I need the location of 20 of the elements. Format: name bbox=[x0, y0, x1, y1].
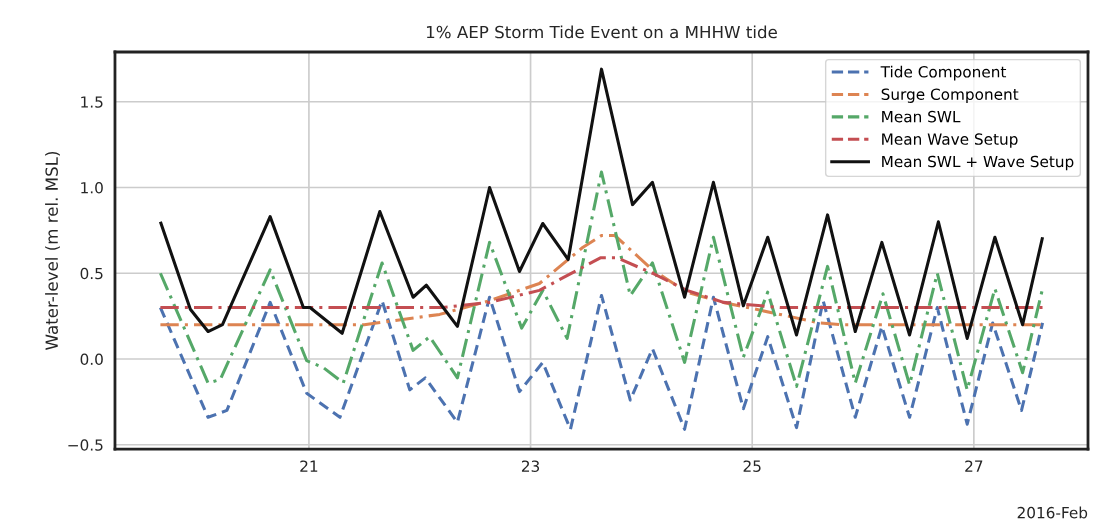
line-series bbox=[158, 170, 1045, 392]
x-tick-label: 25 bbox=[743, 460, 761, 472]
y-tick-label: 1.5 bbox=[81, 96, 103, 108]
legend-label: Tide Component bbox=[880, 65, 1007, 81]
x-tick-label: 21 bbox=[300, 460, 318, 472]
x-tick-label: 23 bbox=[521, 460, 540, 472]
y-tick-label: 1.0 bbox=[81, 181, 103, 194]
y-tick-label: −0.5 bbox=[68, 439, 103, 451]
text: 2016-Feb bbox=[1017, 506, 1088, 519]
line-series bbox=[158, 256, 1045, 310]
legend-label: Mean Wave Setup bbox=[882, 133, 1018, 148]
y-tick-label: 0.5 bbox=[80, 267, 103, 280]
x-tick-label: 27 bbox=[965, 460, 983, 472]
legend-label: Mean SWL + Wave Setup bbox=[882, 155, 1074, 171]
y-axis-title: Water-level (m rel. MSL) bbox=[45, 152, 60, 350]
legend-label: Surge Component bbox=[881, 88, 1019, 103]
line-series bbox=[158, 294, 1045, 431]
y-tick-label: 0.0 bbox=[80, 353, 103, 365]
legend-label: Mean SWL bbox=[882, 110, 961, 123]
chart-title: 1% AEP Storm Tide Event on a MHHW tide bbox=[426, 25, 777, 39]
